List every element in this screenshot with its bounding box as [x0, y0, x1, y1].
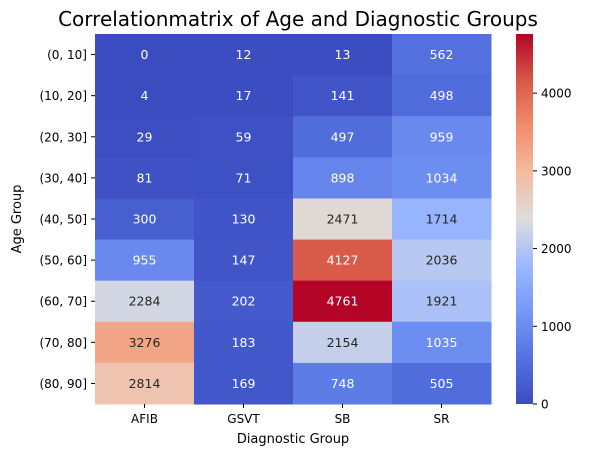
cell-value-label: 955 — [133, 253, 157, 268]
heatmap-cell — [392, 198, 492, 241]
heatmap-cell — [392, 34, 492, 76]
heatmap-cell — [194, 75, 294, 117]
colorbar-tick-label: 1000 — [541, 320, 572, 334]
heatmap-cell — [392, 321, 492, 364]
heatmap-cell — [392, 157, 492, 199]
cell-value-label: 497 — [331, 129, 355, 144]
heatmap-cell — [95, 116, 195, 158]
cell-value-label: 17 — [236, 88, 252, 103]
cell-value-label: 498 — [430, 88, 454, 103]
heatmap-cell — [194, 321, 294, 364]
colorbar-tick-label: 0 — [541, 398, 549, 412]
y-tick-label: (20, 30] — [39, 130, 87, 144]
y-tick-label: (80, 90] — [39, 377, 87, 391]
cell-value-label: 300 — [133, 212, 157, 227]
heatmap-cell — [293, 321, 393, 364]
cell-value-label: 71 — [236, 170, 252, 185]
heatmap-cell — [95, 362, 195, 405]
y-tick-label: (30, 40] — [39, 171, 87, 185]
cell-value-label: 505 — [430, 376, 454, 391]
cell-value-label: 183 — [232, 335, 256, 350]
heatmap-cell — [95, 239, 195, 282]
heatmap-cell — [392, 280, 492, 323]
y-tick-label: (10, 20] — [39, 89, 87, 103]
y-axis-label: Age Group — [10, 185, 25, 254]
cell-value-label: 2471 — [327, 212, 359, 227]
y-tick-label: (50, 60] — [39, 254, 87, 268]
x-tick-label: AFIB — [131, 412, 158, 426]
x-tick-label: SB — [335, 412, 351, 426]
heatmap-cell — [293, 362, 393, 405]
cell-value-label: 3276 — [129, 335, 161, 350]
heatmap-cell — [293, 34, 393, 76]
x-tick-label: SR — [434, 412, 450, 426]
cell-value-label: 2154 — [327, 335, 359, 350]
colorbar-ticks: 0 1000 2000 3000 4000 — [533, 87, 572, 412]
heatmap-cell — [293, 239, 393, 282]
heatmap-cell — [392, 362, 492, 405]
cell-value-label: 13 — [335, 47, 351, 62]
heatmap-cell — [194, 362, 294, 405]
cell-value-label: 2814 — [129, 376, 161, 391]
heatmap-cell — [194, 280, 294, 323]
heatmap-cell — [95, 280, 195, 323]
cell-value-label: 562 — [430, 47, 454, 62]
colorbar-tick-label: 2000 — [541, 242, 572, 256]
heatmap-cell — [194, 116, 294, 158]
x-axis-ticks: AFIB GSVT SB SR — [131, 404, 449, 426]
colorbar-tick-label: 4000 — [541, 87, 572, 101]
heatmap-cell — [293, 157, 393, 199]
heatmap-cell — [95, 75, 195, 117]
y-tick-label: (40, 50] — [39, 213, 87, 227]
heatmap-cell — [194, 34, 294, 76]
x-axis-label: Diagnostic Group — [237, 432, 349, 447]
cell-value-label: 141 — [331, 88, 355, 103]
cell-value-label: 81 — [137, 170, 153, 185]
heatmap-cell — [194, 157, 294, 199]
cell-value-label: 0 — [141, 47, 149, 62]
cell-value-label: 2036 — [426, 253, 458, 268]
heatmap-cell — [392, 116, 492, 158]
cell-value-label: 898 — [331, 170, 355, 185]
cell-value-label: 4 — [141, 88, 149, 103]
cell-value-label: 169 — [232, 376, 256, 391]
y-tick-label: (60, 70] — [39, 295, 87, 309]
cell-value-label: 4761 — [327, 294, 359, 309]
y-tick-label: (0, 10] — [47, 48, 87, 62]
cell-value-label: 4127 — [327, 253, 359, 268]
heatmap-cell — [293, 116, 393, 158]
cell-value-label: 12 — [236, 47, 252, 62]
colorbar — [516, 34, 533, 404]
chart-title: Correlationmatrix of Age and Diagnostic … — [58, 7, 538, 31]
heatmap-cell — [194, 239, 294, 282]
x-tick-label: GSVT — [227, 412, 260, 426]
cell-value-label: 1921 — [426, 294, 458, 309]
cell-value-label: 147 — [232, 253, 256, 268]
heatmap-cell — [95, 198, 195, 241]
heatmap-cell — [95, 321, 195, 364]
y-axis-ticks: (0, 10] (10, 20] (20, 30] (30, 40] (40, 50] (… — [39, 48, 95, 391]
cell-value-label: 1714 — [426, 212, 458, 227]
heatmap-cell — [392, 75, 492, 117]
cell-value-label: 1034 — [426, 170, 458, 185]
cell-value-label: 202 — [232, 294, 256, 309]
cell-value-label: 59 — [236, 129, 252, 144]
colorbar-tick-label: 3000 — [541, 164, 572, 178]
heatmap-cell — [194, 198, 294, 241]
cell-value-label: 959 — [430, 129, 454, 144]
cell-value-label: 130 — [232, 212, 256, 227]
cell-value-label: 1035 — [426, 335, 458, 350]
y-tick-label: (70, 80] — [39, 336, 87, 350]
heatmap-cells: 0 12 13 562 4 17 141 498 29 59 497 959 81 71 898 1034 30… — [95, 34, 492, 405]
cell-value-label: 29 — [137, 129, 153, 144]
heatmap-cell — [392, 239, 492, 282]
heatmap-cell — [293, 280, 393, 323]
cell-value-label: 748 — [331, 376, 355, 391]
heatmap-cell — [95, 34, 195, 76]
heatmap-cell — [293, 198, 393, 241]
cell-value-label: 2284 — [129, 294, 161, 309]
heatmap-cell — [293, 75, 393, 117]
heatmap-cell — [95, 157, 195, 199]
